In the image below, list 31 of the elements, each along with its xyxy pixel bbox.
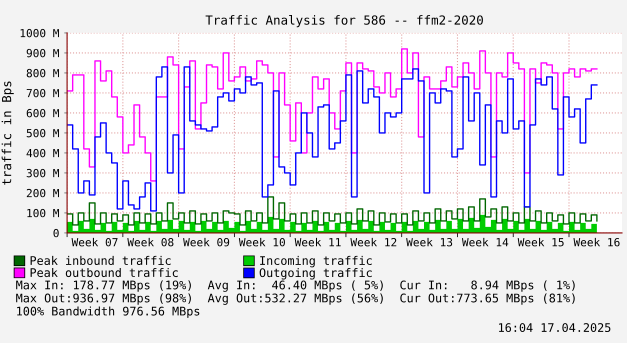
x-tick-label: Week 11: [294, 238, 341, 246]
legend-label: Outgoing traffic: [260, 268, 372, 280]
x-tick-label: Week 07: [72, 238, 118, 246]
x-tick-label: Week 12: [350, 238, 396, 246]
x-tick-label: Week 14: [462, 238, 508, 246]
x-tick-label: Week 10: [238, 238, 285, 246]
x-tick-label: Week 08: [127, 238, 174, 246]
text: 16:04 17.04.2025: [499, 323, 610, 332]
legend-label: Incoming traffic: [260, 256, 372, 268]
y-tick-label: 200 M: [26, 188, 59, 198]
y-tick-label: 700 M: [26, 88, 59, 98]
text: Max In: 178.77 MBps (19%) Avg In: 46.40 MBps ( 5%) Cur In: 8.94 MBps ( 1%): [16, 280, 575, 292]
y-tick-label: 100 M: [27, 208, 59, 218]
y-tick-label: 800 M: [26, 68, 59, 78]
x-tick-label: Week 13: [406, 238, 452, 246]
x-tick-label: Week 16: [573, 238, 620, 246]
y-tick-label: 1000 M: [20, 28, 59, 38]
y-tick-label: 500 M: [26, 128, 59, 138]
legend-label: Peak outbound traffic: [30, 268, 178, 278]
y-tick-label: 900 M: [26, 48, 59, 58]
text: 100% Bandwidth 976.56 MBps: [17, 306, 200, 318]
chart-title: Traffic Analysis for 586 -- ffm2-2020: [206, 15, 483, 28]
legend-label: Peak inbound traffic: [30, 256, 171, 265]
text: Max Out:936.97 MBps (98%) Avg Out:532.27 MBps (56%) Cur Out:773.65 MBps (81%): [16, 293, 575, 305]
y-tick-label: 600 M: [26, 108, 59, 118]
y-tick-label: 300 M: [26, 168, 59, 178]
x-tick-label: Week 15: [518, 238, 564, 246]
y-tick-label: 0: [53, 228, 59, 238]
x-tick-label: Week 09: [183, 238, 230, 246]
y-tick-label: 400 M: [26, 148, 59, 158]
y-axis-title: traffic in Bps: [2, 81, 14, 185]
